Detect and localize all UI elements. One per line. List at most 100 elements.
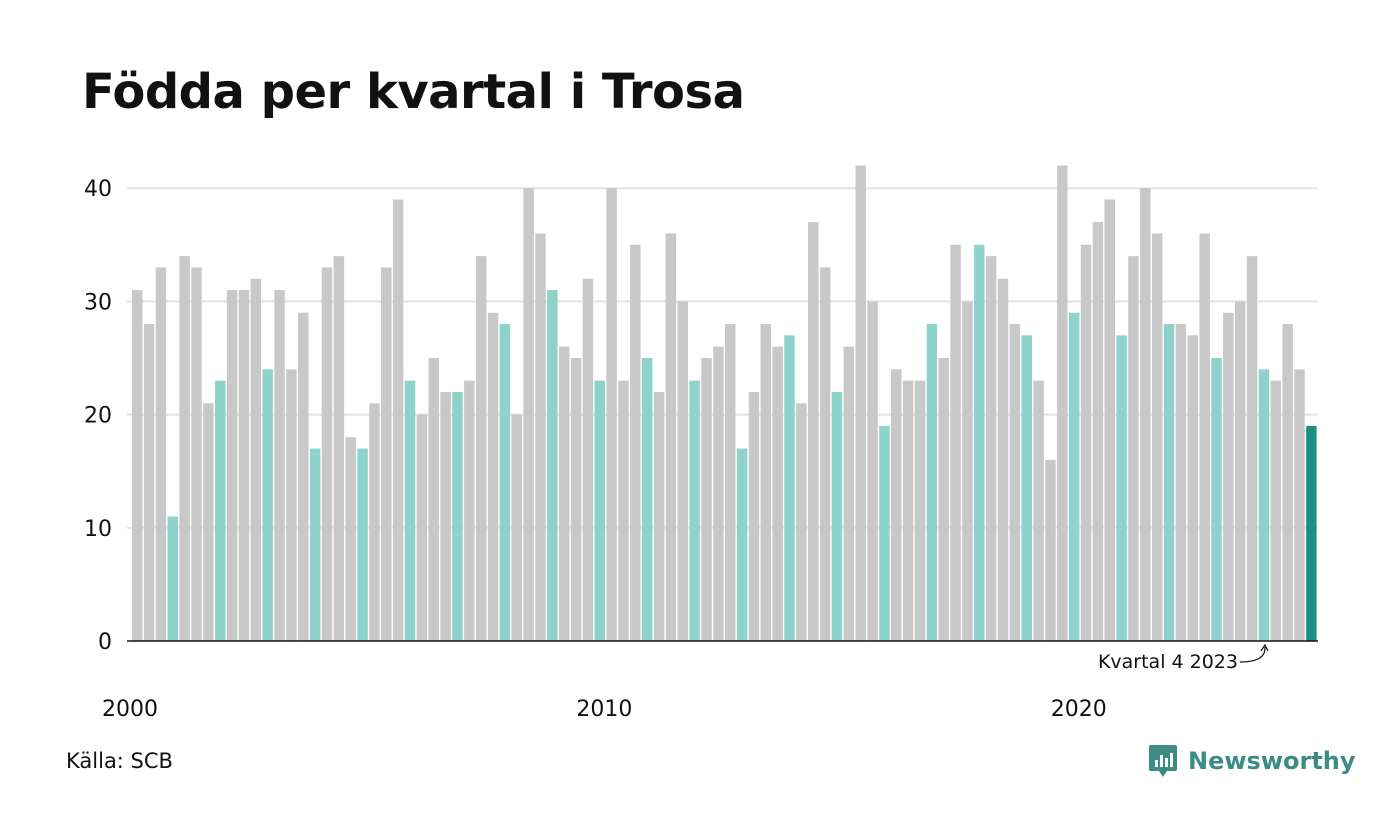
bar — [819, 267, 831, 641]
annotation-arrowhead — [1260, 643, 1269, 652]
bar — [1187, 335, 1198, 641]
bar — [440, 391, 451, 641]
bar — [831, 391, 843, 641]
bars — [132, 165, 1317, 642]
bar — [381, 267, 392, 641]
bar — [914, 380, 926, 641]
bar — [369, 403, 380, 641]
bar — [855, 165, 866, 641]
bar — [215, 380, 226, 641]
bar — [1306, 425, 1317, 641]
bar — [404, 380, 416, 641]
bar — [748, 391, 760, 641]
bar — [736, 448, 748, 641]
bar — [155, 267, 167, 641]
bar — [701, 358, 712, 641]
bar — [523, 188, 534, 641]
bar — [357, 448, 368, 641]
bar — [1175, 324, 1187, 641]
latest-annotation: Kvartal 4 2023 — [1098, 643, 1269, 673]
bar — [985, 256, 997, 641]
bar — [132, 290, 143, 641]
bar — [784, 335, 795, 641]
bar — [1294, 369, 1305, 641]
bar — [1270, 380, 1282, 641]
bar — [594, 380, 605, 641]
bar — [1092, 222, 1104, 641]
bar — [760, 324, 772, 641]
bar — [203, 403, 214, 641]
bar — [1045, 459, 1056, 641]
bar — [298, 312, 309, 641]
bar — [606, 188, 617, 641]
bar — [570, 358, 582, 641]
bar — [1199, 233, 1210, 642]
y-tick-label: 40 — [84, 177, 112, 202]
bar — [926, 324, 938, 641]
x-axis-labels: 2000 2010 2020 — [102, 697, 1107, 722]
bar — [1116, 335, 1127, 641]
bar — [867, 301, 878, 641]
bar — [1246, 256, 1258, 641]
bar — [274, 290, 285, 641]
bar — [558, 346, 570, 641]
bar — [665, 233, 677, 642]
annotation-arrow — [1239, 646, 1266, 663]
bar — [962, 301, 973, 641]
source-label: Källa: SCB — [66, 749, 173, 773]
bar — [902, 380, 914, 641]
bar — [286, 369, 297, 641]
bar — [321, 267, 333, 641]
bar — [511, 414, 522, 641]
bar — [641, 358, 653, 641]
bar — [428, 358, 439, 641]
bar — [808, 222, 819, 641]
bar — [1211, 358, 1222, 641]
bar — [1068, 312, 1080, 641]
bar — [1140, 188, 1151, 641]
bar — [191, 267, 202, 641]
bar — [345, 437, 356, 641]
bar — [1151, 233, 1163, 642]
bar — [630, 244, 641, 642]
y-axis-labels: 0 10 20 30 40 — [84, 177, 112, 655]
bar — [179, 256, 190, 641]
bar — [1258, 369, 1270, 641]
bar — [1080, 244, 1092, 642]
bar — [997, 278, 1009, 641]
bar — [689, 380, 700, 641]
bar — [475, 256, 487, 641]
bar — [262, 369, 273, 641]
bar — [1282, 324, 1293, 641]
bar — [487, 312, 499, 641]
bar — [1223, 312, 1234, 641]
bar — [1009, 324, 1021, 641]
bar — [392, 199, 404, 641]
bar — [1033, 380, 1044, 641]
bar — [938, 358, 949, 641]
bar — [143, 324, 155, 641]
bar — [950, 244, 961, 642]
y-tick-label: 10 — [84, 517, 112, 542]
bar — [653, 391, 665, 641]
y-tick-label: 0 — [98, 630, 112, 655]
bar — [677, 301, 689, 641]
bar — [796, 403, 807, 641]
bar — [725, 324, 736, 641]
bar — [618, 380, 629, 641]
annotation-label: Kvartal 4 2023 — [1098, 651, 1238, 673]
bar — [250, 278, 262, 641]
bar — [582, 278, 594, 641]
bar — [1234, 301, 1246, 641]
bar — [547, 290, 558, 641]
bar — [309, 448, 321, 641]
brand-name: Newsworthy — [1188, 747, 1356, 775]
bar — [891, 369, 902, 641]
bar — [464, 380, 475, 641]
bar — [535, 233, 546, 642]
bar — [879, 425, 890, 641]
bar — [1021, 335, 1032, 641]
x-tick-label: 2020 — [1051, 697, 1107, 722]
chart-title: Födda per kvartal i Trosa — [82, 64, 745, 120]
bar — [167, 516, 179, 641]
